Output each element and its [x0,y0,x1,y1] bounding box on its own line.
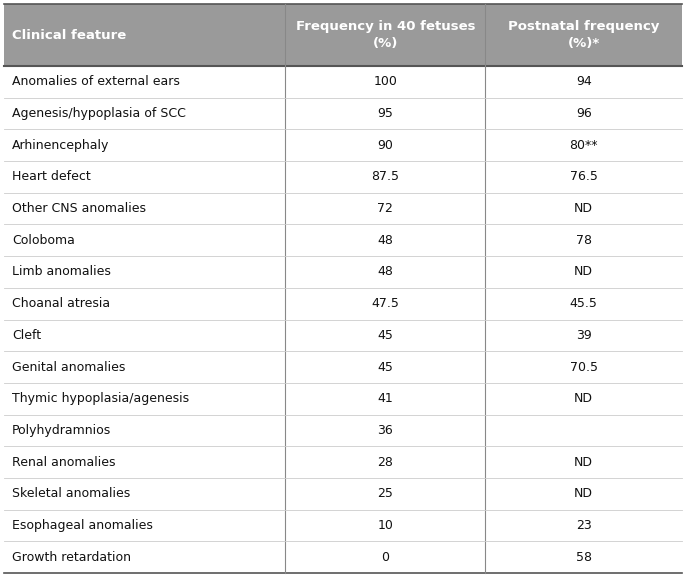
Bar [4,129,682,161]
Text: Heart defect: Heart defect [12,170,91,183]
Text: 78: 78 [576,234,592,247]
Text: Postnatal frequency
(%)*: Postnatal frequency (%)* [508,20,659,50]
Text: 28: 28 [377,456,393,469]
Text: 94: 94 [576,76,591,88]
Bar [4,193,682,224]
Text: ND: ND [574,488,593,500]
Text: ND: ND [574,265,593,279]
Bar [4,383,682,414]
Text: 96: 96 [576,107,591,120]
Text: 70.5: 70.5 [569,361,598,373]
Text: 47.5: 47.5 [371,297,399,310]
Text: Cleft: Cleft [12,329,41,342]
Text: ND: ND [574,202,593,215]
Text: 41: 41 [377,392,393,405]
Text: 95: 95 [377,107,393,120]
Bar [4,66,682,98]
Bar [4,224,682,256]
Bar [4,288,682,320]
Text: Arhinencephaly: Arhinencephaly [12,138,109,152]
Bar [4,320,682,351]
Text: ND: ND [574,456,593,469]
Text: Growth retardation: Growth retardation [12,550,131,564]
Text: 23: 23 [576,519,591,532]
Text: 48: 48 [377,265,393,279]
Text: Genital anomalies: Genital anomalies [12,361,126,373]
Bar [4,446,682,478]
Text: Clinical feature: Clinical feature [12,28,126,42]
Text: Other CNS anomalies: Other CNS anomalies [12,202,146,215]
Text: 10: 10 [377,519,393,532]
Bar [4,478,682,509]
Text: 76.5: 76.5 [570,170,598,183]
Text: Skeletal anomalies: Skeletal anomalies [12,488,130,500]
Bar [4,256,682,288]
Text: 87.5: 87.5 [371,170,399,183]
Text: Anomalies of external ears: Anomalies of external ears [12,76,180,88]
Text: 48: 48 [377,234,393,247]
Bar [4,98,682,129]
Bar [4,541,682,573]
Text: 25: 25 [377,488,393,500]
Text: Esophageal anomalies: Esophageal anomalies [12,519,153,532]
Text: 0: 0 [381,550,390,564]
Text: 58: 58 [576,550,592,564]
Text: Renal anomalies: Renal anomalies [12,456,115,469]
Text: 45.5: 45.5 [570,297,598,310]
Text: Thymic hypoplasia/agenesis: Thymic hypoplasia/agenesis [12,392,189,405]
Bar [4,161,682,193]
Text: Coloboma: Coloboma [12,234,75,247]
Text: 80**: 80** [569,138,598,152]
Text: Frequency in 40 fetuses
(%): Frequency in 40 fetuses (%) [296,20,475,50]
Bar [4,414,682,446]
Text: Choanal atresia: Choanal atresia [12,297,110,310]
Bar [4,509,682,541]
Text: 36: 36 [377,424,393,437]
Text: 72: 72 [377,202,393,215]
Text: 45: 45 [377,329,393,342]
Text: Agenesis/hypoplasia of SCC: Agenesis/hypoplasia of SCC [12,107,186,120]
Text: 90: 90 [377,138,393,152]
Text: ND: ND [574,392,593,405]
Text: 100: 100 [373,76,397,88]
Text: Limb anomalies: Limb anomalies [12,265,111,279]
Text: Polyhydramnios: Polyhydramnios [12,424,111,437]
Text: 39: 39 [576,329,591,342]
Bar [4,351,682,383]
Bar [4,4,682,66]
Text: 45: 45 [377,361,393,373]
